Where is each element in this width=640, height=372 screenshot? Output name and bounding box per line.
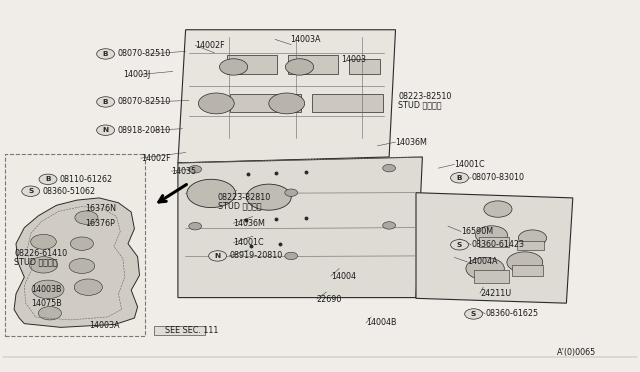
Bar xyxy=(512,265,543,276)
Circle shape xyxy=(451,173,468,183)
Text: 22690: 22690 xyxy=(317,295,342,304)
Text: A’(0)0065: A’(0)0065 xyxy=(557,348,596,357)
Text: N: N xyxy=(214,253,221,259)
Bar xyxy=(154,326,205,335)
Text: STUD スタッド: STUD スタッド xyxy=(398,100,442,109)
Text: S: S xyxy=(28,188,33,194)
Text: 08070-82510: 08070-82510 xyxy=(117,97,170,106)
Bar xyxy=(288,55,338,74)
Bar xyxy=(227,55,277,74)
Polygon shape xyxy=(14,198,140,327)
Text: 08223-82510: 08223-82510 xyxy=(398,92,451,101)
Circle shape xyxy=(466,257,504,280)
Circle shape xyxy=(285,189,298,196)
Text: B: B xyxy=(103,51,108,57)
Circle shape xyxy=(246,184,291,210)
Text: 14002F: 14002F xyxy=(141,154,170,163)
Circle shape xyxy=(220,59,248,75)
Text: 08360-61423: 08360-61423 xyxy=(471,240,524,249)
Text: 14001C: 14001C xyxy=(454,160,485,169)
Bar xyxy=(479,237,509,247)
Circle shape xyxy=(484,201,512,217)
Text: SEE SEC. 111: SEE SEC. 111 xyxy=(165,326,218,335)
Text: 14004A: 14004A xyxy=(467,257,498,266)
Text: N: N xyxy=(102,127,109,133)
Circle shape xyxy=(285,252,298,260)
Text: 24211U: 24211U xyxy=(480,289,511,298)
Bar xyxy=(517,241,544,250)
Text: S: S xyxy=(457,242,462,248)
Circle shape xyxy=(518,230,547,246)
Circle shape xyxy=(383,222,396,229)
Text: 14004: 14004 xyxy=(331,272,356,280)
Circle shape xyxy=(285,59,314,75)
Circle shape xyxy=(383,164,396,172)
Text: 08226-61410: 08226-61410 xyxy=(14,249,67,258)
Text: 08360-61625: 08360-61625 xyxy=(485,310,538,318)
Circle shape xyxy=(39,174,57,185)
Bar xyxy=(474,270,509,283)
Circle shape xyxy=(75,211,98,224)
Text: S: S xyxy=(471,311,476,317)
Text: 14002F: 14002F xyxy=(195,41,225,50)
Text: 08360-51062: 08360-51062 xyxy=(42,187,95,196)
Text: 14003: 14003 xyxy=(341,55,366,64)
Bar xyxy=(349,59,380,74)
Text: 08919-20810: 08919-20810 xyxy=(229,251,282,260)
Circle shape xyxy=(31,234,56,249)
Circle shape xyxy=(451,240,468,250)
Circle shape xyxy=(189,222,202,230)
Text: 14036M: 14036M xyxy=(234,219,266,228)
Text: 14003J: 14003J xyxy=(124,70,151,79)
Circle shape xyxy=(97,125,115,135)
Text: 08070-83010: 08070-83010 xyxy=(471,173,524,182)
Bar xyxy=(312,94,383,112)
Text: STUD スタッド: STUD スタッド xyxy=(14,257,58,266)
Text: 14003A: 14003A xyxy=(290,35,321,44)
Text: 16590M: 16590M xyxy=(461,227,493,236)
Text: 14004B: 14004B xyxy=(366,318,397,327)
Polygon shape xyxy=(178,157,422,298)
Text: 14075B: 14075B xyxy=(31,299,61,308)
Text: STUD スタッド: STUD スタッド xyxy=(218,202,261,211)
Circle shape xyxy=(29,257,58,273)
Bar xyxy=(230,94,301,112)
Text: B: B xyxy=(45,176,51,182)
Circle shape xyxy=(209,251,227,261)
Text: 14003B: 14003B xyxy=(31,285,61,294)
Circle shape xyxy=(38,307,61,320)
Polygon shape xyxy=(416,193,573,303)
Circle shape xyxy=(97,49,115,59)
Circle shape xyxy=(476,226,508,244)
Text: 14003A: 14003A xyxy=(90,321,120,330)
Text: 14036M: 14036M xyxy=(396,138,428,147)
Text: 16376P: 16376P xyxy=(85,219,115,228)
Text: 14001C: 14001C xyxy=(234,238,264,247)
Circle shape xyxy=(187,179,236,208)
Text: 08070-82510: 08070-82510 xyxy=(117,49,170,58)
Text: 08223-82810: 08223-82810 xyxy=(218,193,271,202)
Polygon shape xyxy=(178,30,396,163)
Text: 14035: 14035 xyxy=(172,167,196,176)
Circle shape xyxy=(70,237,93,250)
Text: 08110-61262: 08110-61262 xyxy=(60,175,113,184)
Circle shape xyxy=(507,252,543,273)
Text: B: B xyxy=(103,99,108,105)
Circle shape xyxy=(189,166,202,173)
Text: 16376N: 16376N xyxy=(85,204,116,213)
Circle shape xyxy=(22,186,40,196)
Text: B: B xyxy=(457,175,462,181)
Circle shape xyxy=(74,279,102,295)
Circle shape xyxy=(69,259,95,273)
Circle shape xyxy=(465,309,483,319)
Circle shape xyxy=(32,280,64,299)
Circle shape xyxy=(198,93,234,114)
Circle shape xyxy=(269,93,305,114)
Bar xyxy=(5,154,145,336)
Circle shape xyxy=(97,97,115,107)
Text: 08918-20810: 08918-20810 xyxy=(117,126,170,135)
